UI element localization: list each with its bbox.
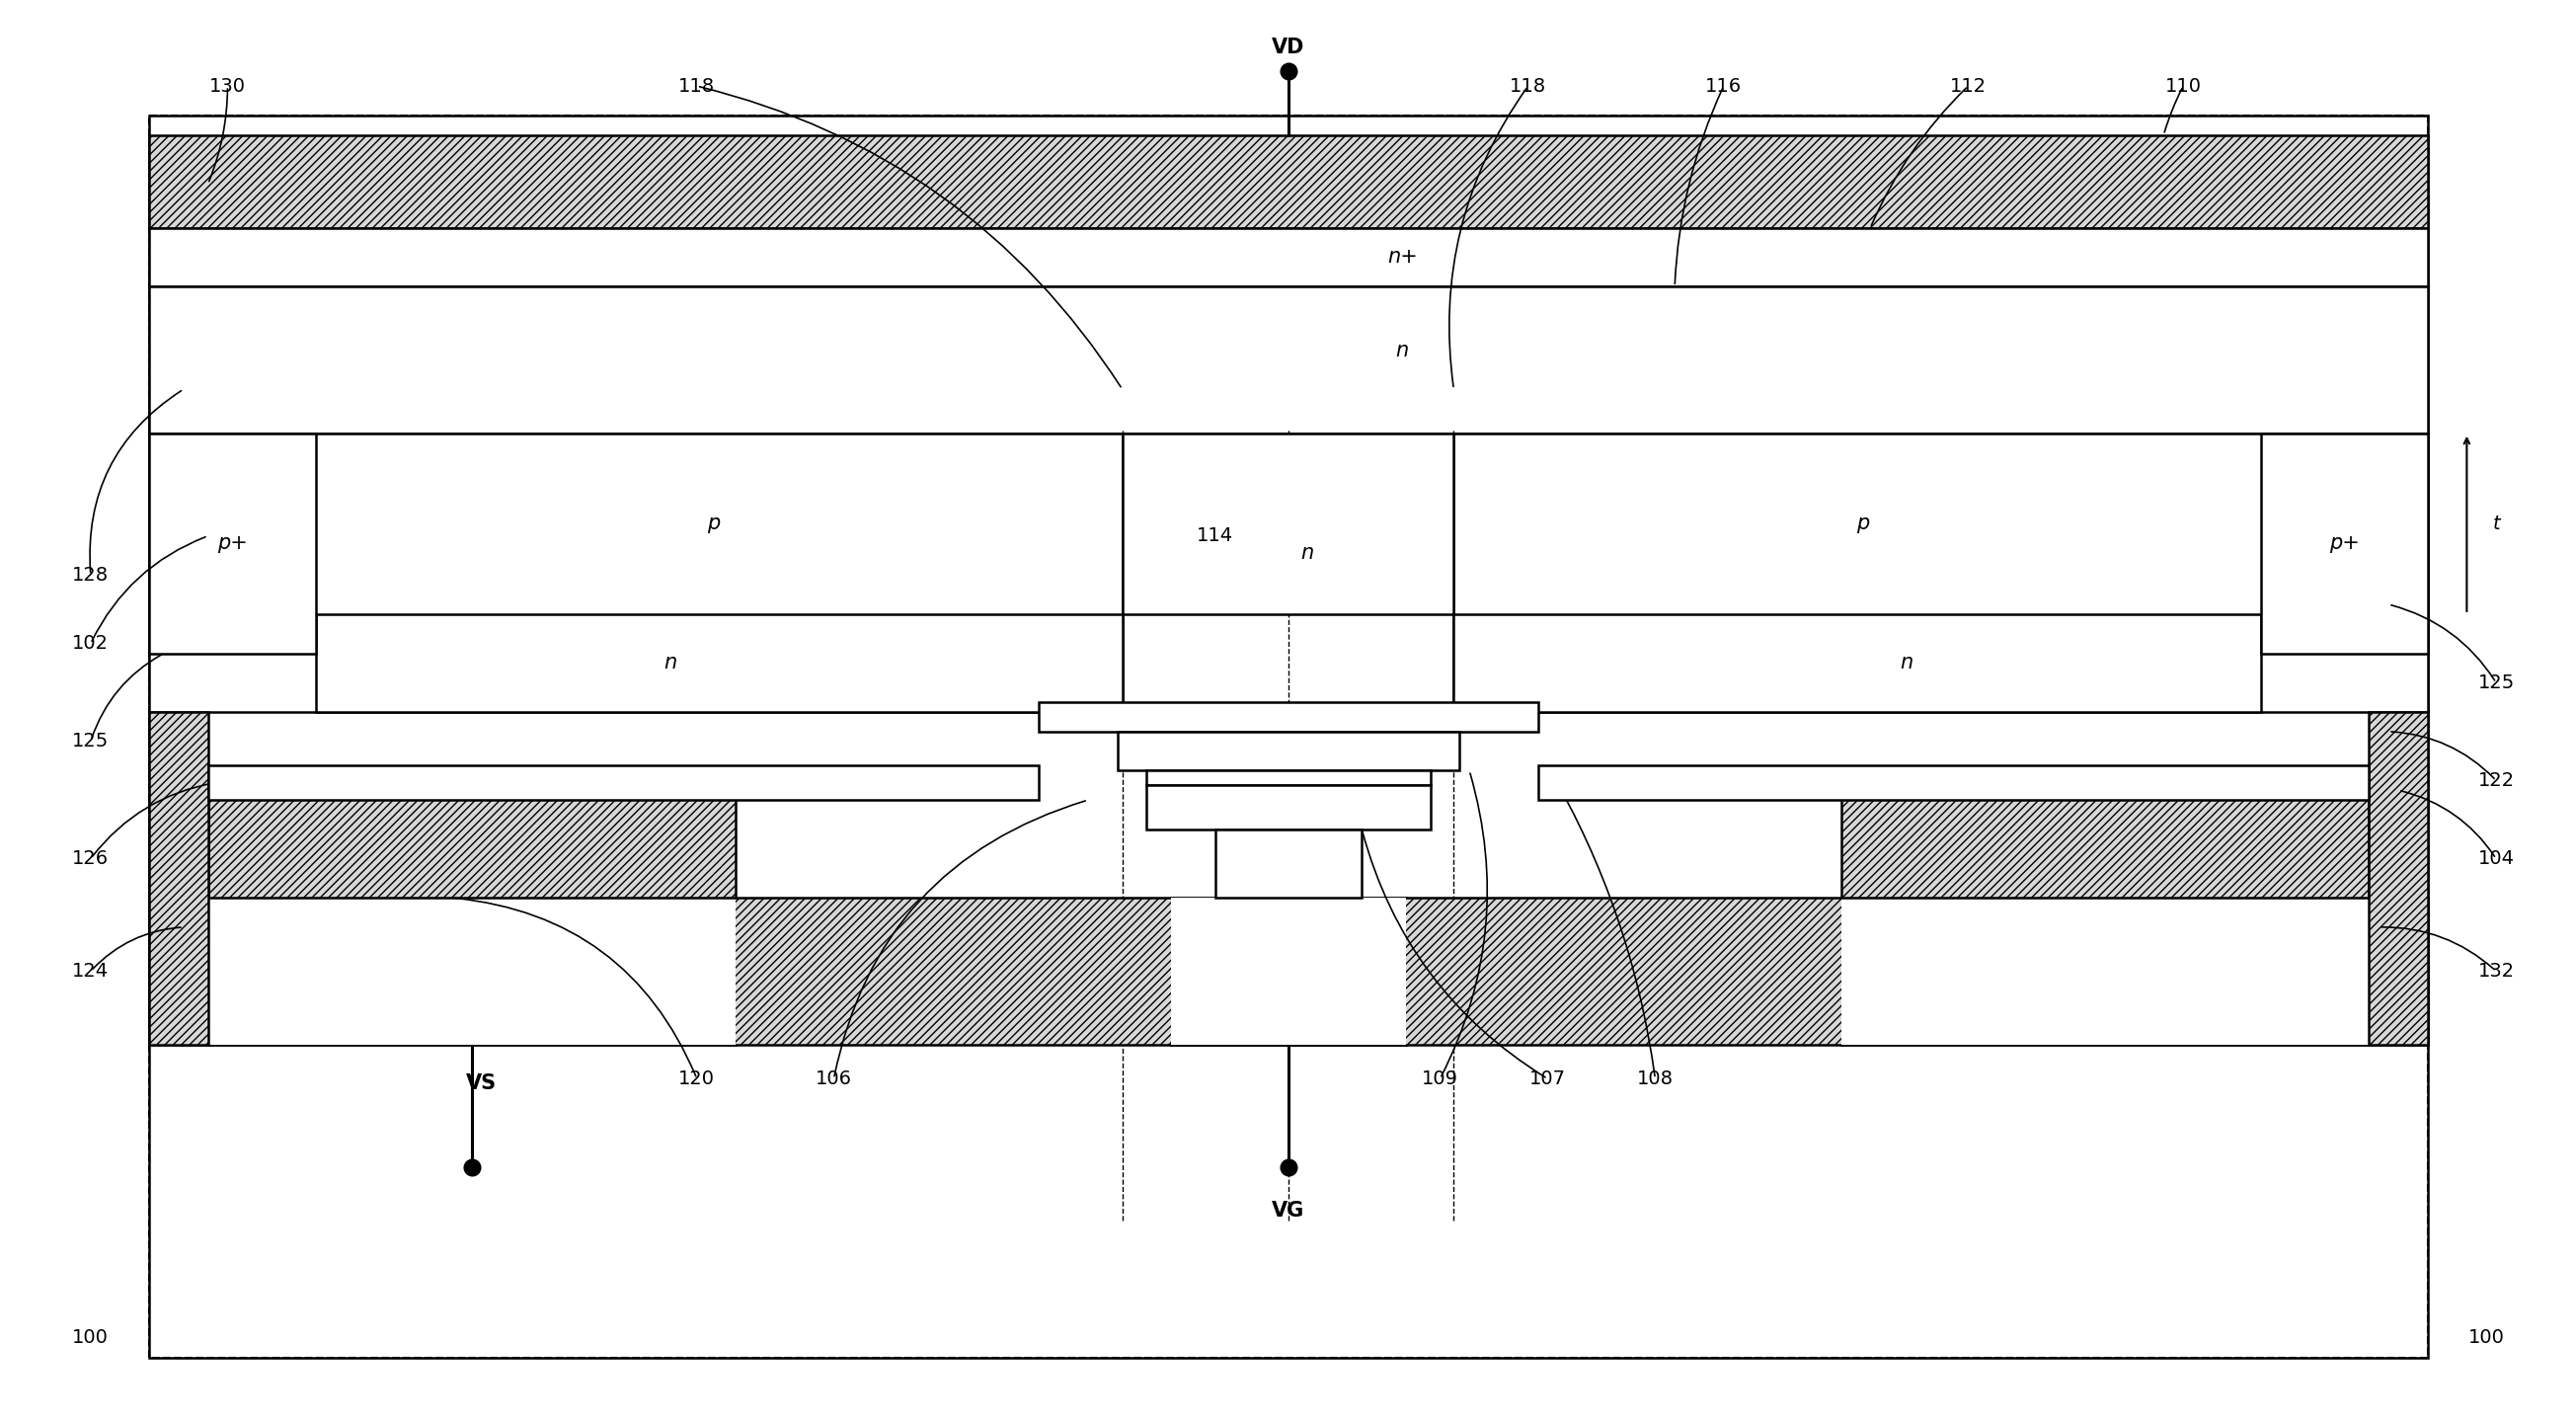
Bar bbox=[149, 286, 2427, 433]
Text: 132: 132 bbox=[2478, 962, 2514, 980]
Bar bbox=[1453, 615, 2262, 712]
Bar bbox=[149, 135, 2427, 228]
Bar bbox=[1216, 830, 1363, 898]
Text: 125: 125 bbox=[2478, 673, 2514, 692]
Text: 116: 116 bbox=[1705, 77, 1741, 95]
Bar bbox=[1123, 433, 1453, 615]
Text: 125: 125 bbox=[72, 731, 108, 751]
Text: 128: 128 bbox=[72, 566, 108, 585]
Text: p+: p+ bbox=[2329, 534, 2360, 554]
Text: 118: 118 bbox=[1510, 77, 1546, 95]
Text: n: n bbox=[1396, 340, 1409, 360]
Bar bbox=[209, 790, 737, 898]
Bar bbox=[1146, 771, 1430, 785]
Bar bbox=[209, 766, 1038, 800]
Text: 107: 107 bbox=[1530, 1069, 1566, 1089]
Bar bbox=[149, 228, 2427, 286]
Bar bbox=[149, 433, 1123, 712]
Text: 122: 122 bbox=[2478, 771, 2514, 790]
Text: p: p bbox=[1855, 514, 1870, 534]
Text: 112: 112 bbox=[1950, 77, 1986, 95]
Text: 109: 109 bbox=[1422, 1069, 1458, 1089]
Text: 102: 102 bbox=[72, 635, 108, 653]
Text: 110: 110 bbox=[2164, 77, 2202, 95]
Bar bbox=[149, 433, 314, 653]
Text: 104: 104 bbox=[2478, 850, 2514, 868]
Text: 124: 124 bbox=[72, 962, 108, 980]
Bar bbox=[1453, 433, 2427, 712]
Bar bbox=[1172, 898, 1406, 1044]
Text: n+: n+ bbox=[1388, 248, 1417, 268]
Text: 118: 118 bbox=[677, 77, 716, 95]
Text: n: n bbox=[1901, 653, 1914, 673]
Bar bbox=[2262, 433, 2427, 653]
Bar bbox=[1118, 731, 1461, 771]
Text: 106: 106 bbox=[817, 1069, 853, 1089]
Bar bbox=[1842, 898, 2370, 1044]
Bar bbox=[1146, 785, 1430, 830]
Bar bbox=[149, 898, 2427, 1044]
Text: 130: 130 bbox=[209, 77, 245, 95]
Text: 100: 100 bbox=[2468, 1329, 2504, 1348]
Bar bbox=[2370, 712, 2427, 1044]
Bar bbox=[314, 615, 1123, 712]
Bar bbox=[149, 115, 2427, 1358]
Text: 126: 126 bbox=[72, 850, 108, 868]
Text: 108: 108 bbox=[1636, 1069, 1674, 1089]
Bar bbox=[149, 712, 209, 1044]
Bar bbox=[1538, 766, 2370, 800]
Text: 114: 114 bbox=[1198, 527, 1234, 545]
Text: p: p bbox=[708, 514, 721, 534]
Text: VG: VG bbox=[1273, 1201, 1306, 1221]
Text: 120: 120 bbox=[677, 1069, 716, 1089]
Bar bbox=[149, 115, 2427, 1358]
Text: n: n bbox=[665, 653, 677, 673]
Text: VD: VD bbox=[1273, 37, 1306, 57]
Text: 100: 100 bbox=[72, 1329, 108, 1348]
Bar bbox=[1038, 702, 1538, 731]
Text: n: n bbox=[1301, 544, 1314, 564]
Text: VS: VS bbox=[466, 1074, 497, 1093]
Bar bbox=[1842, 790, 2370, 898]
Bar bbox=[209, 898, 737, 1044]
Text: p+: p+ bbox=[216, 534, 247, 554]
Text: t: t bbox=[2494, 515, 2499, 534]
